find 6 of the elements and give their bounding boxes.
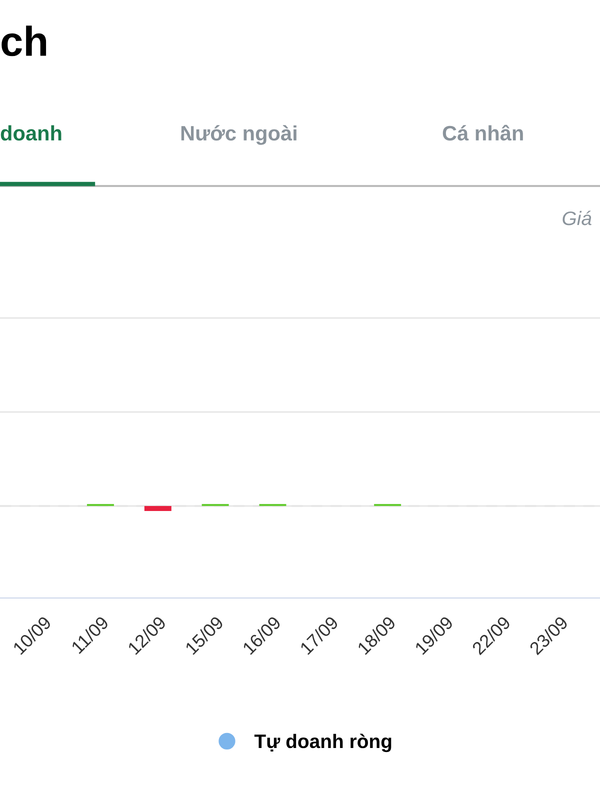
chart-title: ch [2,26,46,56]
text: Tự doanh ròng [254,734,392,752]
text: doanh [0,125,62,141]
text: Cá nhân [442,124,523,141]
text: Nước ngoài [181,125,296,145]
text: Giá [562,210,592,226]
